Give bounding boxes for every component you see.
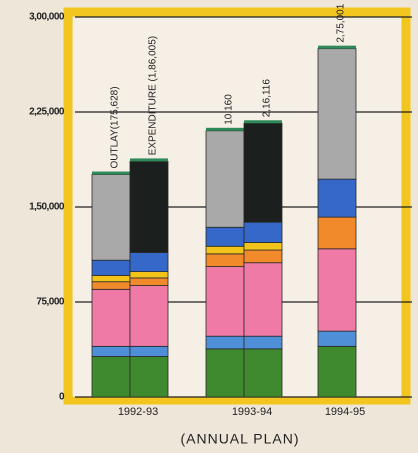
- bar-segment: [129, 345, 169, 357]
- bar-segment: [243, 335, 283, 350]
- annotation: EXPENDITURE (1,86,005): [148, 36, 159, 156]
- bar-segment: [205, 348, 245, 398]
- bar-segment: [205, 266, 245, 337]
- bar-segment: [243, 249, 283, 264]
- x-tick-label: 1994-95: [325, 406, 365, 418]
- bar-segment: [243, 122, 283, 223]
- bar-cap: [318, 45, 356, 49]
- bar-segment: [205, 335, 245, 350]
- bar-cap: [130, 158, 168, 162]
- bar-segment: [129, 285, 169, 347]
- bar-segment: [205, 253, 245, 267]
- bar-segment: [129, 252, 169, 273]
- bar-segment: [317, 178, 357, 218]
- bar-segment: [129, 160, 169, 253]
- frame: [63, 7, 411, 405]
- bar-segment: [317, 345, 357, 398]
- annotation: OUTLAY(175,628): [110, 86, 121, 168]
- bar-segment: [91, 259, 131, 276]
- bar-segment: [129, 271, 169, 279]
- bar-segment: [205, 226, 245, 247]
- bar-segment: [91, 174, 131, 261]
- x-tick-label: 1993-94: [232, 406, 272, 418]
- bar-segment: [91, 281, 131, 290]
- bar-segment: [317, 330, 357, 347]
- bar-cap: [206, 127, 244, 131]
- y-tick-label: 2,25,000: [29, 107, 65, 118]
- bar-segment: [91, 274, 131, 283]
- bar-segment: [205, 130, 245, 228]
- bar-segment: [129, 356, 169, 398]
- bar-segment: [91, 288, 131, 347]
- bar-segment: [317, 216, 357, 250]
- annotation: 2,75,001: [336, 3, 347, 42]
- x-axis-label: (ANNUAL PLAN): [180, 431, 299, 447]
- bar-segment: [243, 242, 283, 251]
- x-tick-label: 1992-93: [118, 406, 158, 418]
- bar-segment: [243, 221, 283, 243]
- bar-cap: [244, 120, 282, 124]
- y-tick-label: 1,50,000: [29, 202, 65, 213]
- bar-segment: [129, 277, 169, 286]
- bar-cap: [92, 171, 130, 175]
- bar-segment: [91, 356, 131, 398]
- bar-segment: [243, 262, 283, 337]
- annotation: 10,160: [224, 94, 235, 125]
- bar-segment: [91, 345, 131, 357]
- y-tick-label: 3,00,000: [29, 12, 65, 23]
- annotation: 2,16,116: [262, 79, 273, 118]
- y-tick-label: 0: [59, 392, 65, 403]
- bar-segment: [243, 348, 283, 398]
- bar-segment: [317, 248, 357, 332]
- bar-segment: [317, 48, 357, 180]
- y-tick-label: 75,000: [36, 297, 65, 308]
- bar-segment: [205, 245, 245, 255]
